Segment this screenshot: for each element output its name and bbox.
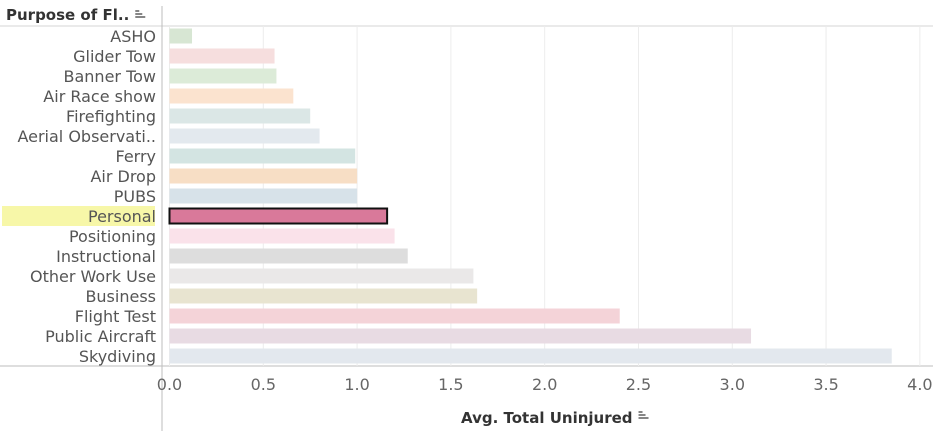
category-label[interactable]: Firefighting (66, 107, 156, 126)
category-label[interactable]: Glider Tow (73, 47, 156, 66)
category-label[interactable]: PUBS (114, 187, 156, 206)
bar[interactable] (169, 268, 474, 284)
x-tick-label: 2.0 (532, 375, 557, 394)
sort-descending-icon[interactable] (135, 10, 146, 18)
sort-descending-icon[interactable] (638, 411, 649, 419)
bar[interactable] (169, 288, 478, 304)
bar[interactable] (169, 168, 358, 184)
category-label[interactable]: ASHO (110, 27, 156, 46)
category-label[interactable]: Public Aircraft (45, 327, 156, 346)
x-tick-label: 1.5 (438, 375, 463, 394)
bar[interactable] (169, 328, 752, 344)
bar[interactable] (169, 228, 395, 244)
row-highlight (2, 206, 155, 226)
x-tick-label: 1.0 (344, 375, 369, 394)
category-label[interactable]: Personal (88, 207, 156, 226)
category-label[interactable]: Instructional (56, 247, 156, 266)
bar[interactable] (169, 308, 620, 324)
x-axis-title[interactable]: Avg. Total Uninjured (461, 409, 633, 427)
category-label[interactable]: Ferry (115, 147, 156, 166)
x-tick-label: 0.0 (157, 375, 182, 394)
category-label[interactable]: Banner Tow (64, 67, 157, 86)
bar[interactable] (169, 128, 320, 144)
bar[interactable] (169, 108, 311, 124)
bar[interactable] (169, 188, 358, 204)
category-label[interactable]: Air Race show (43, 87, 156, 106)
bar[interactable] (168, 207, 389, 225)
bar[interactable] (169, 248, 408, 264)
category-label[interactable]: Flight Test (75, 307, 156, 326)
x-tick-label: 3.5 (813, 375, 838, 394)
x-tick-label: 3.0 (720, 375, 745, 394)
x-tick-label: 4.0 (907, 375, 932, 394)
row-highlights (2, 206, 155, 226)
x-tick-label: 2.5 (626, 375, 651, 394)
bar[interactable] (169, 48, 275, 64)
category-label[interactable]: Aerial Observati.. (17, 127, 156, 146)
category-label[interactable]: Business (85, 287, 156, 306)
category-label[interactable]: Air Drop (90, 167, 156, 186)
bar[interactable] (169, 68, 277, 84)
category-label[interactable]: Skydiving (79, 347, 156, 366)
x-tick-label: 0.5 (251, 375, 276, 394)
category-label[interactable]: Other Work Use (30, 267, 156, 286)
column-header-purpose-of-flight[interactable]: Purpose of Fl.. (6, 6, 129, 24)
category-label[interactable]: Positioning (69, 227, 156, 246)
bars (168, 28, 892, 364)
bar[interactable] (169, 148, 356, 164)
x-tick-labels: 0.0 0.5 1.0 1.5 2.0 2.5 3.0 3.5 4.0 (157, 375, 933, 394)
bar[interactable] (169, 348, 892, 364)
bar[interactable] (169, 28, 193, 44)
bar[interactable] (169, 88, 294, 104)
